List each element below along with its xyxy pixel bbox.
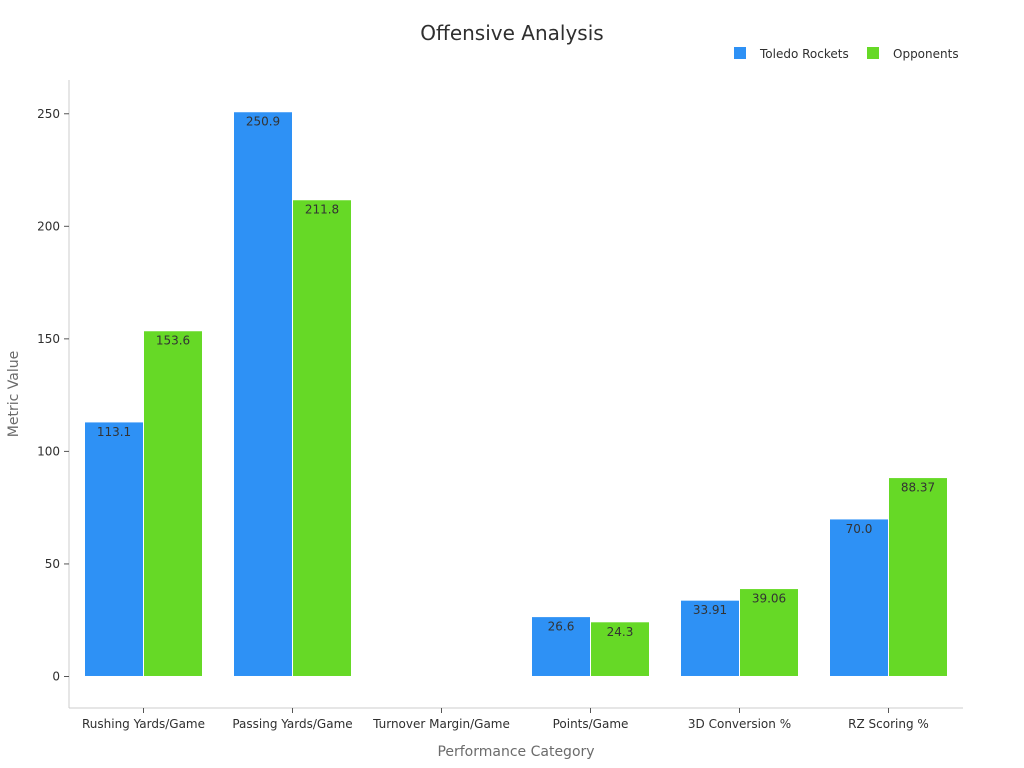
bar-toledo-rockets [680,599,740,677]
bar-opponents [441,675,501,678]
bar-toledo-rockets [531,616,591,677]
legend-label: Opponents [893,47,959,61]
bar-toledo-rockets [382,675,442,678]
y-tick-label: 200 [37,219,60,233]
data-label: 70.0 [846,522,873,536]
data-label: 153.6 [156,334,190,348]
data-label: 33.91 [693,603,727,617]
y-tick-label: 50 [45,557,60,571]
chart-title: Offensive Analysis [420,21,603,45]
y-tick-label: 100 [37,444,60,458]
x-tick-label: Turnover Margin/Game [372,717,510,731]
y-tick-label: 150 [37,332,60,346]
x-tick-label: RZ Scoring % [848,717,929,731]
legend-swatch [734,47,746,59]
y-tick-label: 0 [52,669,60,683]
x-tick-label: Rushing Yards/Game [82,717,205,731]
data-label: 250.9 [246,115,280,129]
data-label: 88.37 [901,481,935,495]
data-labels: 113.1 250.9 26.6 33.91 70.0 153.6 211.8 24.3 39.… [97,115,935,639]
bar-opponents [888,477,948,677]
x-tick-label: 3D Conversion % [688,717,791,731]
bar-opponents [143,330,203,677]
axes: 0 50 100 150 200 250 Rushing Yards/Game Passing… [37,80,963,731]
data-label: 39.06 [752,592,786,606]
legend: Toledo Rockets Opponents [734,47,959,61]
bar-toledo-rockets [84,421,144,677]
bar-opponents [292,199,352,677]
bars [84,111,948,678]
legend-swatch [867,47,879,59]
y-axis-title: Metric Value [6,351,22,437]
data-label: 113.1 [97,425,131,439]
x-tick-label: Points/Game [553,717,629,731]
data-label: 24.3 [607,625,634,639]
x-axis-title: Performance Category [437,744,594,760]
legend-label: Toledo Rockets [759,47,849,61]
x-tick-label: Passing Yards/Game [232,717,352,731]
data-label: 26.6 [548,620,575,634]
y-tick-label: 250 [37,107,60,121]
bar-toledo-rockets [233,111,293,677]
bar-opponents [590,621,650,677]
data-label: 211.8 [305,203,339,217]
bar-opponents [739,588,799,677]
bar-toledo-rockets [829,518,889,677]
